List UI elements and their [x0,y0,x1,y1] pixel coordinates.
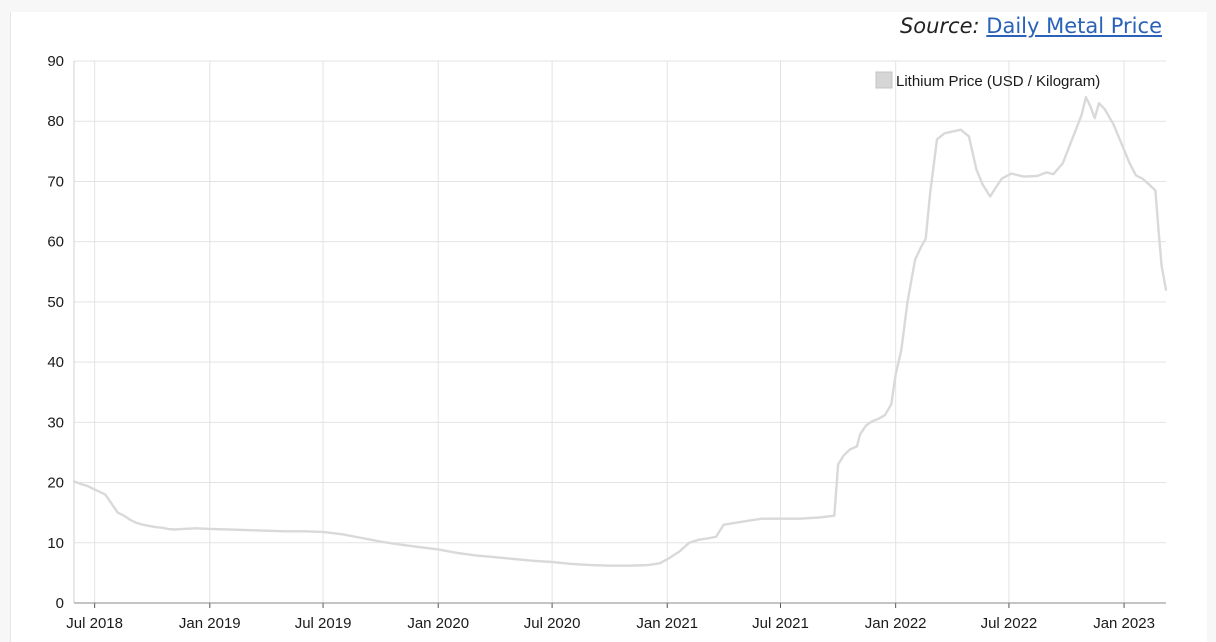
x-tick-label: Jul 2022 [981,615,1038,632]
y-tick-label: 90 [47,53,64,70]
source-prefix: Source: [899,14,980,38]
y-tick-label: 30 [47,414,64,431]
lithium-price-line [72,95,1168,567]
x-tick-label: Jul 2021 [752,615,809,632]
y-tick-label: 10 [47,535,64,552]
x-tick-label: Jul 2020 [524,615,581,632]
axes: 0 10 20 30 40 50 60 70 80 90 Jul 2018 Jan 2019 Jul 2… [47,53,1166,632]
y-tick-label: 20 [47,475,64,492]
legend: Lithium Price (USD / Kilogram) [875,71,1100,90]
legend-label: Lithium Price (USD / Kilogram) [896,73,1100,90]
x-tick-label: Jan 2023 [1093,615,1155,632]
x-tick-label: Jan 2022 [865,615,927,632]
x-tick-label: Jan 2020 [407,615,469,632]
x-tick-label: Jan 2019 [179,615,241,632]
legend-swatch [875,71,893,89]
grid [74,60,1166,604]
series-layer [72,95,1168,567]
source-link[interactable]: Daily Metal Price [986,14,1162,38]
x-tick-label: Jul 2018 [66,615,123,632]
y-tick-label: 50 [47,294,64,311]
y-tick-label: 40 [47,354,64,371]
x-tick-label: Jan 2021 [636,615,698,632]
y-tick-label: 80 [47,113,64,130]
x-tick-label: Jul 2019 [295,615,352,632]
y-tick-label: 0 [56,595,64,612]
y-tick-label: 70 [47,173,64,190]
y-tick-label: 60 [47,234,64,251]
source-caption: Source: Daily Metal Price [900,14,1162,38]
